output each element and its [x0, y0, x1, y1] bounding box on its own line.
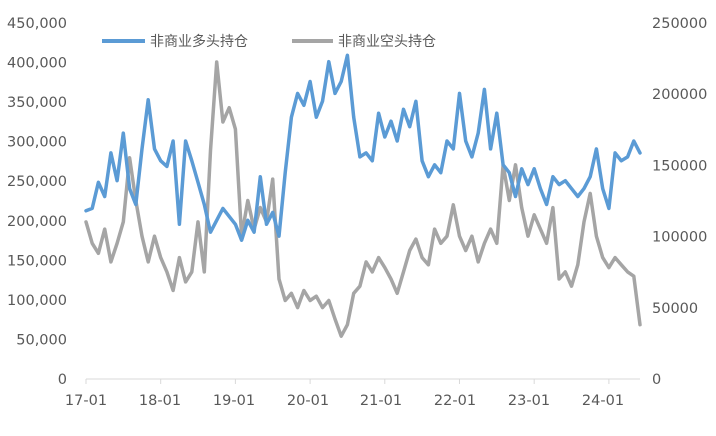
legend-label-long: 非商业多头持仓 [150, 33, 248, 50]
left-tick-label: 50,000 [16, 332, 67, 348]
right-tick-label: 50000 [652, 301, 698, 317]
x-tick-label: 19-01 [213, 393, 255, 409]
left-axis-ticks: 0 50,000 100,000 150,000 200,000 250,000… [7, 16, 67, 388]
legend-item-long: 非商业多头持仓 [102, 33, 248, 50]
right-tick-label: 0 [652, 372, 661, 388]
x-tick-label: 18-01 [139, 393, 181, 409]
x-axis [85, 378, 640, 384]
legend-label-short: 非商业空头持仓 [338, 34, 436, 50]
left-tick-label: 250,000 [7, 174, 67, 190]
left-tick-label: 150,000 [7, 253, 67, 269]
x-tick-label: 17-01 [65, 393, 107, 409]
right-tick-label: 200000 [652, 87, 707, 103]
right-tick-label: 100000 [652, 230, 707, 246]
legend-item-short: 非商业空头持仓 [292, 34, 436, 50]
plot-area [84, 53, 642, 338]
series-line-long [84, 53, 642, 242]
x-axis-ticks: 17-01 18-01 19-01 20-01 21-01 22-01 23-0… [65, 393, 624, 409]
left-tick-label: 450,000 [7, 16, 67, 32]
legend: 非商业多头持仓 非商业空头持仓 [102, 33, 436, 50]
left-tick-label: 400,000 [7, 56, 67, 72]
right-axis-ticks: 0 50000 100000 150000 200000 250000 [652, 16, 707, 388]
x-tick-label: 21-01 [360, 393, 402, 409]
right-tick-label: 150000 [652, 158, 707, 174]
right-tick-label: 250000 [652, 16, 707, 32]
left-tick-label: 350,000 [7, 95, 67, 111]
left-tick-label: 300,000 [7, 135, 67, 151]
x-tick-label: 20-01 [287, 393, 329, 409]
x-tick-label: 23-01 [508, 393, 550, 409]
x-tick-label: 24-01 [582, 393, 624, 409]
left-tick-label: 100,000 [7, 293, 67, 309]
left-tick-label: 0 [58, 372, 67, 388]
x-tick-label: 22-01 [434, 393, 476, 409]
left-tick-label: 200,000 [7, 214, 67, 230]
series-line-short [84, 60, 642, 338]
